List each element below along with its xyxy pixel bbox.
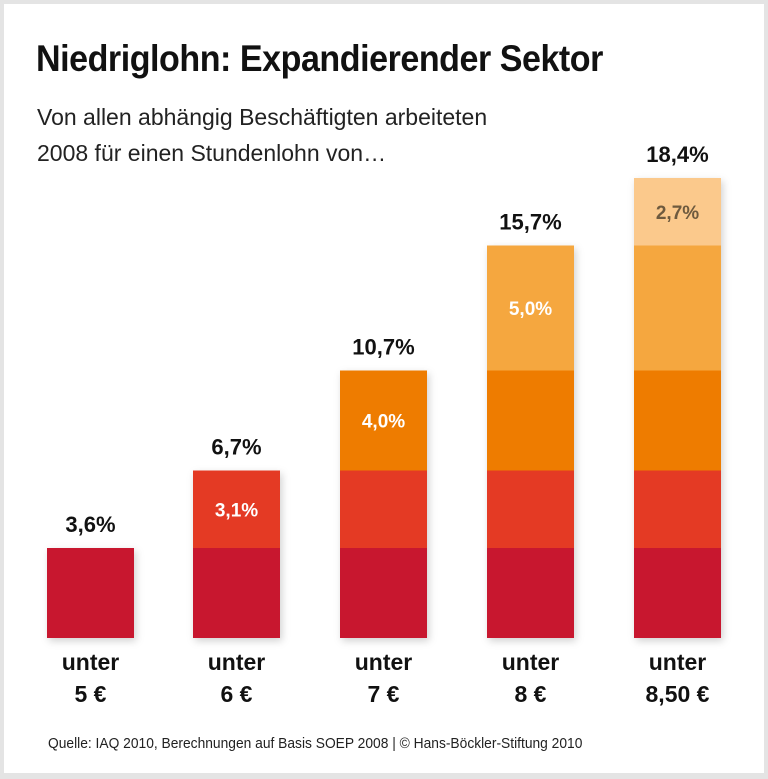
segment-data-label: 3,1% — [215, 500, 258, 521]
bar-segment — [634, 178, 721, 246]
total-data-label: 6,7% — [211, 435, 261, 460]
bar-segment — [340, 548, 427, 638]
segment-data-label: 2,7% — [656, 203, 699, 224]
bar-segment — [487, 548, 574, 638]
bar-segment — [487, 370, 574, 471]
chart-subtitle-line-1: Von allen abhängig Beschäftigten arbeite… — [37, 104, 488, 130]
segment-data-label: 5,0% — [509, 299, 552, 320]
x-tick-label-line-1: unter — [502, 649, 560, 675]
x-tick-label-line-1: unter — [649, 649, 707, 675]
x-tick-label-line-2: 5 € — [75, 681, 107, 707]
chart-title: Niedriglohn: Expandierender Sektor — [36, 38, 603, 79]
total-data-label: 3,6% — [65, 512, 115, 537]
x-tick-label-line-2: 6 € — [221, 681, 253, 707]
bar-segment — [487, 470, 574, 548]
bar-segment — [634, 548, 721, 638]
bar-segment — [340, 370, 427, 471]
bar-segment — [47, 548, 134, 638]
total-data-label: 10,7% — [352, 335, 414, 360]
x-tick-label-line-1: unter — [355, 649, 413, 675]
bar-segment — [634, 370, 721, 471]
bar-segment — [340, 470, 427, 548]
bar-segment — [193, 470, 280, 548]
total-data-label: 18,4% — [646, 142, 708, 167]
x-tick-label-line-1: unter — [208, 649, 266, 675]
total-data-label: 15,7% — [499, 210, 561, 235]
stacked-bar-chart: 3,6% unter 5 € 3,1% 6,7% unter 6 € 4,0% 10,7% unt… — [47, 142, 721, 707]
bar-segment — [634, 245, 721, 371]
x-tick-label-line-2: 8 € — [515, 681, 547, 707]
segment-data-label: 4,0% — [362, 412, 405, 433]
bar-segment — [487, 245, 574, 371]
chart-subtitle-line-2: 2008 für einen Stundenlohn von… — [37, 140, 387, 166]
source-note: Quelle: IAQ 2010, Berechnungen auf Basis… — [48, 735, 583, 752]
bar-segment — [634, 470, 721, 548]
x-tick-label-line-1: unter — [62, 649, 120, 675]
bar-segment — [193, 548, 280, 638]
x-tick-label-line-2: 8,50 € — [646, 681, 710, 707]
x-tick-label-line-2: 7 € — [368, 681, 400, 707]
